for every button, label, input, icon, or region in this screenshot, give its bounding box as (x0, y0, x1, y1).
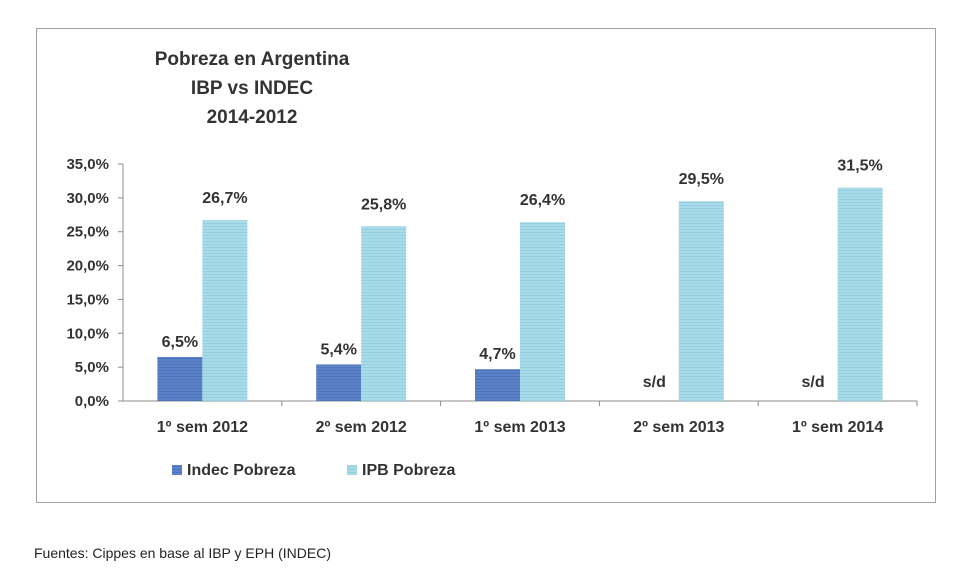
y-tick-label: 25,0% (66, 224, 109, 241)
y-tick-label: 15,0% (66, 291, 109, 308)
data-label-missing: s/d (802, 374, 825, 391)
chart-title-line-2: IBP vs INDEC (190, 78, 314, 99)
x-category-label: 1º sem 2013 (474, 419, 565, 436)
legend-swatch-ipb (347, 465, 357, 475)
bar-indec (316, 364, 362, 401)
bar-ipb (202, 220, 248, 401)
y-tick-label: 0,0% (75, 393, 109, 410)
data-label: 31,5% (837, 158, 882, 175)
bar-indec (157, 356, 203, 401)
x-category-label: 1º sem 2014 (792, 419, 883, 436)
y-tick-label: 5,0% (75, 359, 109, 376)
bar-ipb (361, 226, 407, 401)
bar-ipb (520, 222, 565, 401)
y-tick-label: 30,0% (66, 190, 109, 207)
x-category-label: 2º sem 2013 (633, 419, 724, 436)
x-category-label: 1º sem 2012 (157, 419, 248, 436)
source-note: Fuentes: Cippes en base al IBP y EPH (IN… (34, 545, 331, 561)
data-label: 26,4% (520, 192, 565, 209)
data-label: 25,8% (361, 196, 406, 213)
y-tick-label: 35,0% (66, 156, 109, 173)
chart-title-line-3: 2014-2012 (206, 107, 298, 128)
data-label-missing: s/d (643, 374, 666, 391)
legend-label-ipb: IPB Pobreza (362, 462, 455, 479)
data-label: 26,7% (202, 190, 247, 207)
chart-frame: Pobreza en Argentina IBP vs INDEC 2014-2… (36, 28, 936, 503)
bar-ipb (678, 201, 724, 401)
data-label: 5,4% (320, 341, 356, 358)
data-label: 29,5% (679, 171, 724, 188)
bar-ipb (837, 187, 883, 401)
legend-swatch-indec (172, 465, 182, 475)
data-label: 6,5% (162, 334, 198, 351)
data-label: 4,7% (479, 346, 515, 363)
bar-chart: 0,0% 5,0% 10,0% 15,0% 20,0% 25,0% 30,0% 35,0% 1º… (66, 156, 918, 479)
y-tick-label: 10,0% (66, 325, 109, 342)
x-category-label: 2º sem 2012 (316, 419, 407, 436)
bar-indec (475, 369, 520, 401)
y-tick-label: 20,0% (66, 258, 109, 275)
chart-title-line-1: Pobreza en Argentina (154, 49, 350, 70)
legend-label-indec: Indec Pobreza (187, 462, 296, 479)
